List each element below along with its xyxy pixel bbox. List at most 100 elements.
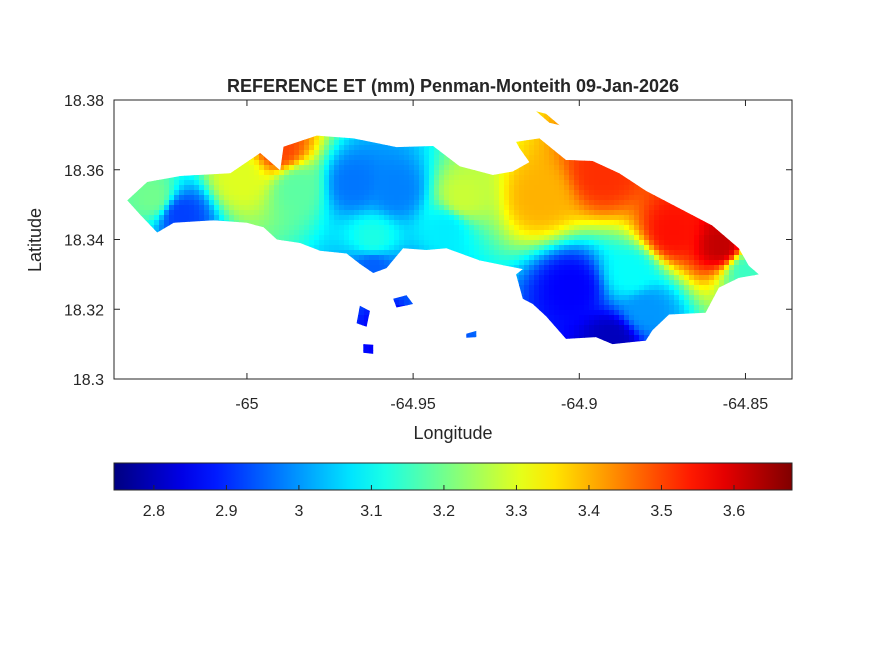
heatmap-cell — [504, 180, 510, 186]
heatmap-cell — [319, 235, 325, 241]
heatmap-cell — [359, 185, 365, 191]
heatmap-cell — [454, 185, 460, 191]
heatmap-cell — [129, 200, 135, 206]
heatmap-cell — [599, 190, 605, 196]
heatmap-cell — [644, 270, 650, 276]
heatmap-cell — [584, 175, 590, 181]
heatmap-cell — [549, 165, 555, 171]
heatmap-cell — [599, 195, 605, 201]
heatmap-cell — [359, 200, 365, 206]
heatmap-cell — [329, 155, 335, 161]
heatmap-cell — [584, 280, 590, 286]
heatmap-cell — [364, 155, 370, 161]
heatmap-cell — [334, 180, 340, 186]
heatmap-cell — [524, 195, 530, 201]
heatmap-cell — [594, 265, 600, 271]
heatmap-cell — [744, 270, 750, 276]
heatmap-cell — [679, 210, 685, 216]
heatmap-cell — [539, 270, 545, 276]
heatmap-cell — [649, 240, 655, 246]
heatmap-cell — [559, 180, 565, 186]
heatmap-cell — [239, 210, 245, 216]
heatmap-cell — [349, 160, 355, 166]
heatmap-cell — [244, 200, 250, 206]
heatmap-cell — [544, 155, 550, 161]
heatmap-cell — [404, 225, 410, 231]
heatmap-cell — [334, 145, 340, 151]
heatmap-cell — [279, 165, 285, 171]
heatmap-cell — [734, 270, 740, 276]
heatmap-cell — [559, 255, 565, 261]
heatmap-cell — [214, 190, 220, 196]
heatmap-cell — [519, 170, 525, 176]
heatmap-cell — [334, 185, 340, 191]
heatmap-cell — [319, 135, 325, 141]
heatmap-cell — [414, 205, 420, 211]
heatmap-cell — [599, 280, 605, 286]
heatmap-cell — [349, 185, 355, 191]
heatmap-cell — [614, 220, 620, 226]
heatmap-cell — [564, 165, 570, 171]
heatmap-cell — [614, 175, 620, 181]
heatmap-cell — [584, 185, 590, 191]
heatmap-cell — [474, 175, 480, 181]
heatmap-cell — [394, 200, 400, 206]
heatmap-cell — [304, 180, 310, 186]
heatmap-cell — [379, 225, 385, 231]
heatmap-cell — [584, 210, 590, 216]
heatmap-cell — [559, 270, 565, 276]
heatmap-cell — [474, 225, 480, 231]
heatmap-cell — [339, 140, 345, 146]
heatmap-cell — [384, 205, 390, 211]
heatmap-cell — [214, 185, 220, 191]
heatmap-cell — [444, 195, 450, 201]
heatmap-cell — [554, 250, 560, 256]
heatmap-cell — [374, 215, 380, 221]
heatmap-cell — [439, 240, 445, 246]
heatmap-cell — [379, 260, 385, 266]
heatmap-cell — [604, 205, 610, 211]
heatmap-cell — [279, 230, 285, 236]
heatmap-cell — [189, 215, 195, 221]
heatmap-cell — [624, 220, 630, 226]
heatmap-cell — [359, 220, 365, 226]
heatmap-cell — [684, 270, 690, 276]
heatmap-cell — [254, 195, 260, 201]
heatmap-cell — [434, 180, 440, 186]
heatmap-cell — [274, 210, 280, 216]
heatmap-cell — [389, 185, 395, 191]
heatmap-cell — [519, 275, 525, 281]
heatmap-cell — [179, 210, 185, 216]
heatmap-cell — [404, 160, 410, 166]
heatmap-cell — [344, 210, 350, 216]
heatmap-cell — [254, 205, 260, 211]
heatmap-cell — [524, 155, 530, 161]
heatmap-cell — [384, 150, 390, 156]
heatmap-cell — [169, 185, 175, 191]
heatmap-cell — [459, 190, 465, 196]
heatmap-cell — [364, 200, 370, 206]
heatmap-cell — [419, 245, 425, 251]
heatmap-cell — [354, 230, 360, 236]
heatmap-cell — [699, 255, 705, 261]
heatmap-cell — [544, 185, 550, 191]
heatmap-cell — [344, 185, 350, 191]
heatmap-cell — [394, 160, 400, 166]
heatmap-cell — [569, 210, 575, 216]
heatmap-cell — [334, 215, 340, 221]
heatmap-cell — [399, 175, 405, 181]
heatmap-cell — [414, 220, 420, 226]
heatmap-cell — [599, 260, 605, 266]
heatmap-cell — [339, 135, 345, 141]
heatmap-cell — [164, 200, 170, 206]
heatmap-cell — [339, 230, 345, 236]
heatmap-cell — [584, 270, 590, 276]
heatmap-cell — [479, 255, 485, 261]
heatmap-cell — [179, 185, 185, 191]
heatmap-cell — [234, 210, 240, 216]
heatmap-cell — [379, 170, 385, 176]
heatmap-cell — [694, 255, 700, 261]
heatmap-cell — [489, 255, 495, 261]
heatmap-cell — [389, 180, 395, 186]
heatmap-cell — [564, 205, 570, 211]
